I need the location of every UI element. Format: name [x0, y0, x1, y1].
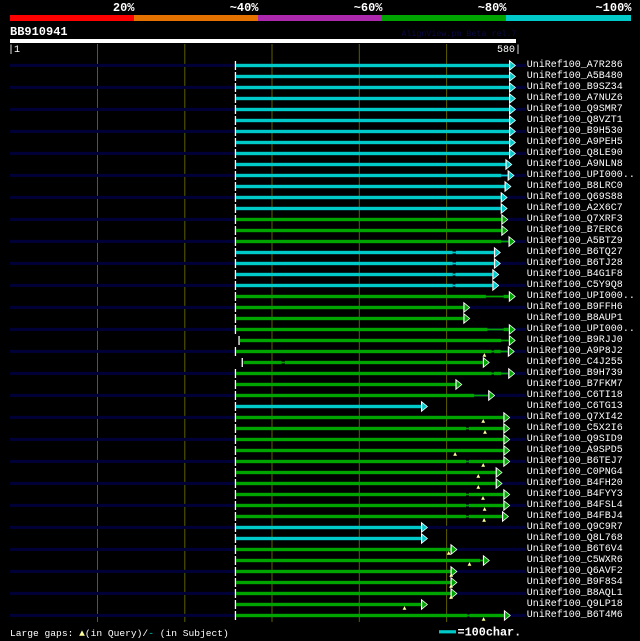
svg-text:~80%: ~80%: [478, 1, 508, 15]
svg-text:UniRef100_B9F8S4: UniRef100_B9F8S4: [527, 576, 623, 588]
svg-text:UniRef100_Q9SID9: UniRef100_Q9SID9: [527, 433, 623, 445]
svg-text:UniRef100_Q7XRF3: UniRef100_Q7XRF3: [527, 213, 623, 225]
svg-text:UniRef100_B7ERC6: UniRef100_B7ERC6: [527, 224, 623, 236]
svg-text:UniRef100_B4FSL4: UniRef100_B4FSL4: [527, 499, 623, 511]
svg-text:580|: 580|: [497, 44, 521, 56]
svg-text:UniRef100_C6TG13: UniRef100_C6TG13: [527, 400, 623, 412]
svg-text:UniRef100_B6TQ27: UniRef100_B6TQ27: [527, 246, 623, 258]
svg-text:UniRef100_Q8VZT1: UniRef100_Q8VZT1: [527, 114, 623, 126]
svg-text:UniRef100_A9P8J2: UniRef100_A9P8J2: [527, 345, 623, 357]
svg-text:UniRef100_C4J255: UniRef100_C4J255: [527, 356, 623, 368]
svg-text:UniRef100_B4FYY3: UniRef100_B4FYY3: [527, 488, 623, 500]
svg-text:UniRef100_Q9C9R7: UniRef100_Q9C9R7: [527, 521, 623, 533]
svg-text:UniRef100_Q9SMR7: UniRef100_Q9SMR7: [527, 103, 623, 115]
svg-text:UniRef100_Q9LP18: UniRef100_Q9LP18: [527, 598, 623, 610]
svg-text:|1: |1: [8, 44, 20, 56]
svg-text:UniRef100_Q8L768: UniRef100_Q8L768: [527, 532, 623, 544]
svg-text:Large gaps: ▲(in Query)/- (in: Large gaps: ▲(in Query)/- (in Subject): [10, 628, 229, 639]
svg-text:20%: 20%: [113, 1, 135, 15]
svg-text:UniRef100_C5WXR6: UniRef100_C5WXR6: [527, 554, 623, 566]
svg-text:UniRef100_A7NUZ6: UniRef100_A7NUZ6: [527, 92, 623, 104]
svg-text:UniRef100_UPI000..: UniRef100_UPI000..: [527, 323, 635, 335]
svg-text:UniRef100_B6TJ28: UniRef100_B6TJ28: [527, 257, 623, 269]
svg-text:UniRef100_A9SPD5: UniRef100_A9SPD5: [527, 444, 623, 456]
svg-text:~100%: ~100%: [595, 1, 632, 15]
svg-text:UniRef100_B9H739: UniRef100_B9H739: [527, 367, 623, 379]
svg-text:BB910941: BB910941: [10, 25, 68, 39]
svg-text:AlignView.pm Beta rel.7: AlignView.pm Beta rel.7: [401, 29, 516, 39]
svg-text:UniRef100_B6T4M6: UniRef100_B6T4M6: [527, 609, 623, 621]
svg-text:UniRef100_Q7XI42: UniRef100_Q7XI42: [527, 411, 623, 423]
svg-text:UniRef100_C6TI18: UniRef100_C6TI18: [527, 389, 623, 401]
svg-text:UniRef100_A7R286: UniRef100_A7R286: [527, 59, 623, 71]
svg-text:UniRef100_B8AUP1: UniRef100_B8AUP1: [527, 312, 623, 324]
svg-text:UniRef100_C0PNG4: UniRef100_C0PNG4: [527, 466, 623, 478]
svg-text:UniRef100_Q69S88: UniRef100_Q69S88: [527, 191, 623, 203]
svg-text:UniRef100_B4FH20: UniRef100_B4FH20: [527, 477, 623, 489]
svg-text:UniRef100_UPI000..: UniRef100_UPI000..: [527, 169, 635, 181]
svg-text:UniRef100_A5B480: UniRef100_A5B480: [527, 70, 623, 82]
svg-text:UniRef100_Q6AVF2: UniRef100_Q6AVF2: [527, 565, 623, 577]
svg-text:UniRef100_B4G1F8: UniRef100_B4G1F8: [527, 268, 623, 280]
svg-text:UniRef100_A9NLN8: UniRef100_A9NLN8: [527, 158, 623, 170]
svg-text:UniRef100_A2X6C7: UniRef100_A2X6C7: [527, 202, 623, 214]
svg-text:UniRef100_B9SZ34: UniRef100_B9SZ34: [527, 81, 623, 93]
svg-text:UniRef100_Q8LE90: UniRef100_Q8LE90: [527, 147, 623, 159]
svg-text:=100char.: =100char.: [458, 626, 522, 640]
svg-text:UniRef100_B9FFH6: UniRef100_B9FFH6: [527, 301, 623, 313]
svg-text:~60%: ~60%: [354, 1, 384, 15]
svg-text:UniRef100_B9RJJ0: UniRef100_B9RJJ0: [527, 334, 623, 346]
svg-text:UniRef100_B8LRC0: UniRef100_B8LRC0: [527, 180, 623, 192]
svg-text:UniRef100_B9H530: UniRef100_B9H530: [527, 125, 623, 137]
svg-text:UniRef100_B7FKM7: UniRef100_B7FKM7: [527, 378, 623, 390]
svg-text:~40%: ~40%: [230, 1, 260, 15]
svg-text:UniRef100_C5Y9Q8: UniRef100_C5Y9Q8: [527, 279, 623, 291]
svg-text:UniRef100_B4FBJ4: UniRef100_B4FBJ4: [527, 510, 623, 522]
svg-text:UniRef100_A5BTZ9: UniRef100_A5BTZ9: [527, 235, 623, 247]
svg-text:UniRef100_B6T6V4: UniRef100_B6T6V4: [527, 543, 623, 555]
svg-text:UniRef100_B6TEJ7: UniRef100_B6TEJ7: [527, 455, 623, 467]
svg-text:UniRef100_B8AQL1: UniRef100_B8AQL1: [527, 587, 623, 599]
svg-text:UniRef100_UPI000..: UniRef100_UPI000..: [527, 290, 635, 302]
svg-text:UniRef100_C5X2I6: UniRef100_C5X2I6: [527, 422, 623, 434]
svg-text:UniRef100_A9PEH5: UniRef100_A9PEH5: [527, 136, 623, 148]
